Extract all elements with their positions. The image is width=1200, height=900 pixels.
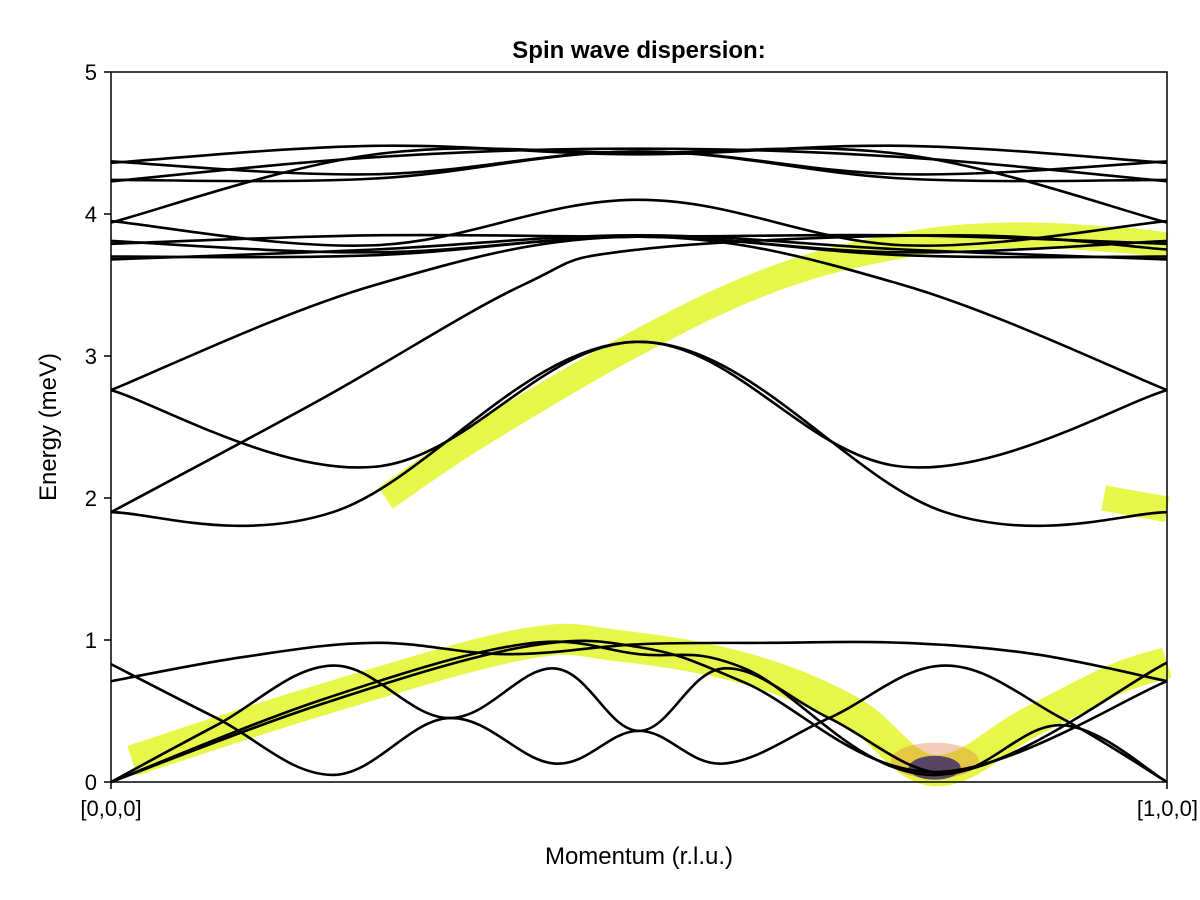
plot-frame: [110, 71, 1168, 783]
intensity-band-1: [378, 222, 1169, 509]
band-line-7: [110, 150, 1168, 183]
y-tick-label-1: 1: [85, 628, 97, 653]
y-tick-label-3: 3: [85, 344, 97, 369]
ticks-layer: 0 1 2 3 4 5 [0,0,0] [1,0,0]: [80, 60, 1198, 821]
y-tick-label-0: 0: [85, 770, 97, 795]
band-line-0: [110, 234, 1168, 261]
intensity-layer: [127, 222, 1172, 787]
band-line-8: [110, 147, 1168, 224]
y-tick-label-5: 5: [85, 60, 97, 85]
y-axis-label: Energy (meV): [35, 353, 62, 501]
band-line-4: [110, 144, 1168, 165]
band-line-18: [110, 664, 1168, 784]
x-tick-label-1: [1,0,0]: [1137, 796, 1198, 821]
x-axis-label: Momentum (r.l.u.): [545, 843, 733, 870]
y-tick-label-2: 2: [85, 486, 97, 511]
band-line-6: [110, 147, 1168, 183]
band-line-14: [110, 640, 1168, 683]
y-tick-label-4: 4: [85, 202, 97, 227]
x-tick-label-0: [0,0,0]: [80, 796, 141, 821]
intensity-band-0: [127, 623, 1172, 787]
bands-layer: [110, 144, 1168, 784]
band-line-11: [110, 340, 1168, 469]
band-line-10: [110, 235, 1168, 392]
band-line-9: [110, 198, 1168, 247]
band-line-12: [110, 340, 1168, 528]
band-line-16: [110, 639, 1168, 784]
band-line-13: [110, 234, 1168, 514]
intensity-band-2: [1101, 485, 1170, 522]
chart-title: Spin wave dispersion:: [512, 37, 765, 64]
